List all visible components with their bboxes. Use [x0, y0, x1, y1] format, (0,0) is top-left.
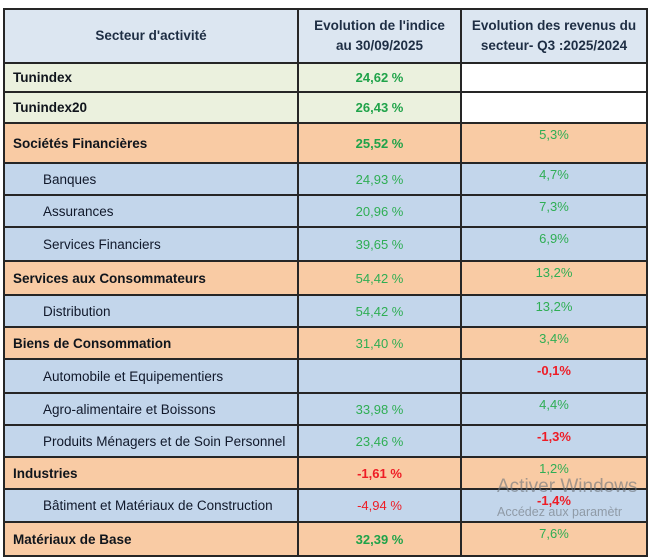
index-value: 25,52 % [355, 135, 404, 151]
revenue-cell: 7,6% [460, 521, 648, 557]
revenue-value: 5,3% [539, 127, 569, 142]
index-value: 33,98 % [355, 401, 404, 417]
index-cell: -1,61 % [297, 456, 462, 490]
revenue-value: 6,9% [539, 231, 569, 246]
table-row-industries: Industries -1,61 % 1,2% [3, 456, 648, 490]
sector-cell: Services Financiers [3, 226, 299, 262]
revenue-value: 1,2% [539, 461, 569, 476]
revenue-value: 3,4% [539, 331, 569, 346]
revenue-cell: 6,9% [460, 226, 648, 262]
table-row-banques: Banques 24,93 % 4,7% [3, 162, 648, 196]
index-cell: 33,98 % [297, 392, 462, 426]
index-cell-empty-gray [297, 358, 462, 394]
index-value: 23,46 % [355, 433, 404, 449]
table-row-assurances: Assurances 20,96 % 7,3% [3, 194, 648, 228]
sector-cell: Produits Ménagers et de Soin Personnel [3, 424, 299, 458]
revenue-cell: 4,4% [460, 392, 648, 426]
table-row-distribution: Distribution 54,42 % 13,2% [3, 294, 648, 328]
index-cell: 54,42 % [297, 294, 462, 328]
table-row-tunindex20: Tunindex20 26,43 % [3, 91, 648, 124]
index-value: -1,61 % [357, 465, 402, 481]
table-row-automobile-et-equipementiers: Automobile et Equipementiers -0,1% [3, 358, 648, 394]
revenue-cell [460, 62, 648, 93]
index-value: 54,42 % [355, 270, 404, 286]
revenue-cell: 13,2% [460, 294, 648, 328]
revenue-value: 4,7% [539, 167, 569, 182]
index-value: 39,65 % [355, 236, 404, 252]
table-row-agro-alimentaire-et-boissons: Agro-alimentaire et Boissons 33,98 % 4,4… [3, 392, 648, 426]
revenue-cell: 1,2% [460, 456, 648, 490]
sector-cell: Matériaux de Base [3, 521, 299, 557]
table-row-biens-de-consommation: Biens de Consommation 31,40 % 3,4% [3, 326, 648, 360]
index-cell: 31,40 % [297, 326, 462, 360]
header-sector: Secteur d'activité [3, 8, 299, 64]
sector-cell: Distribution [3, 294, 299, 328]
index-cell: 24,93 % [297, 162, 462, 196]
sector-performance-table: Secteur d'activité Evolution de l'indice… [3, 8, 648, 557]
table-row-tunindex: Tunindex 24,62 % [3, 62, 648, 93]
sector-cell: Agro-alimentaire et Boissons [3, 392, 299, 426]
index-cell: 54,42 % [297, 260, 462, 296]
revenue-cell: -1,4% [460, 488, 648, 523]
revenue-cell [460, 91, 648, 124]
index-cell: 32,39 % [297, 521, 462, 557]
index-value: 31,40 % [355, 335, 404, 351]
revenue-cell: -1,3% [460, 424, 648, 458]
data-table: Secteur d'activité Evolution de l'indice… [3, 8, 648, 557]
index-value: 32,39 % [355, 531, 404, 547]
sector-cell: Bâtiment et Matériaux de Construction [3, 488, 299, 523]
header-revenue-evolution: Evolution des revenus du secteur- Q3 :20… [460, 8, 648, 64]
sector-cell: Banques [3, 162, 299, 196]
sector-cell: Automobile et Equipementiers [3, 358, 299, 394]
sector-cell: Industries [3, 456, 299, 490]
revenue-value: 4,4% [539, 397, 569, 412]
sector-cell: Tunindex [3, 62, 299, 93]
revenue-cell: 13,2% [460, 260, 648, 296]
table-row-materiaux-de-base: Matériaux de Base 32,39 % 7,6% [3, 521, 648, 557]
index-value: 20,96 % [355, 203, 404, 219]
revenue-value: 13,2% [535, 265, 573, 280]
header-index-evolution: Evolution de l'indice au 30/09/2025 [297, 8, 462, 64]
sector-cell: Sociétés Financières [3, 122, 299, 164]
table-row-produits-menagers: Produits Ménagers et de Soin Personnel 2… [3, 424, 648, 458]
table-row-services-aux-consommateurs: Services aux Consommateurs 54,42 % 13,2% [3, 260, 648, 296]
revenue-cell: 4,7% [460, 162, 648, 196]
revenue-cell: 7,3% [460, 194, 648, 228]
index-cell: 24,62 % [297, 62, 462, 93]
index-cell: 25,52 % [297, 122, 462, 164]
sector-cell: Assurances [3, 194, 299, 228]
table-row-batiment-et-materiaux: Bâtiment et Matériaux de Construction -4… [3, 488, 648, 523]
revenue-cell: 3,4% [460, 326, 648, 360]
table-row-societes-financieres: Sociétés Financières 25,52 % 5,3% [3, 122, 648, 164]
index-cell: 20,96 % [297, 194, 462, 228]
revenue-cell: -0,1% [460, 358, 648, 394]
index-value: 54,42 % [355, 303, 404, 319]
sector-cell: Biens de Consommation [3, 326, 299, 360]
revenue-value: -1,4% [537, 493, 571, 508]
revenue-value: -1,3% [537, 429, 571, 444]
index-value: 24,62 % [355, 70, 404, 85]
revenue-value: 7,6% [539, 526, 569, 541]
index-cell: 39,65 % [297, 226, 462, 262]
revenue-value: -0,1% [537, 363, 571, 378]
revenue-cell: 5,3% [460, 122, 648, 164]
table-row-services-financiers: Services Financiers 39,65 % 6,9% [3, 226, 648, 262]
index-value: 24,93 % [355, 171, 404, 187]
index-value: 26,43 % [355, 100, 404, 115]
sector-cell: Tunindex20 [3, 91, 299, 124]
index-cell: 26,43 % [297, 91, 462, 124]
index-cell: -4,94 % [297, 488, 462, 523]
index-value: -4,94 % [357, 498, 402, 513]
revenue-value: 7,3% [539, 199, 569, 214]
revenue-value: 13,2% [535, 299, 573, 314]
index-cell: 23,46 % [297, 424, 462, 458]
sector-cell: Services aux Consommateurs [3, 260, 299, 296]
header-row: Secteur d'activité Evolution de l'indice… [3, 8, 648, 64]
